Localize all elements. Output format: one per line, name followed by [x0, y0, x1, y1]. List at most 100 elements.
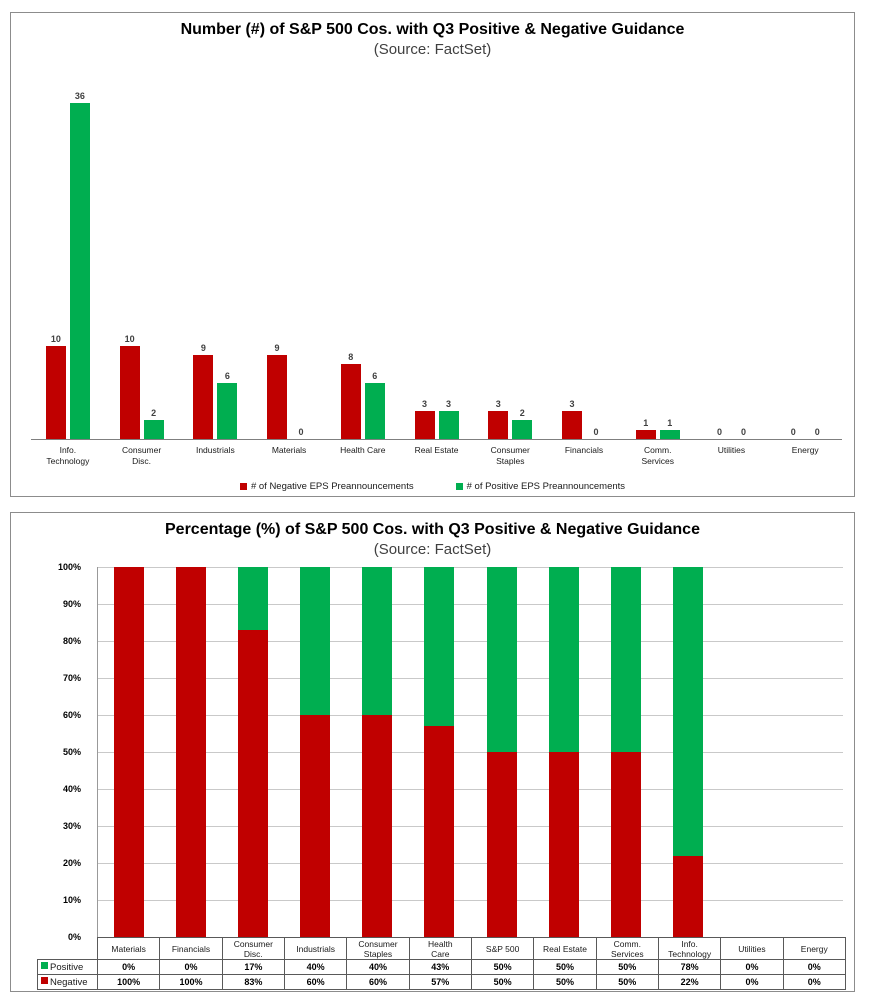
y-axis-label: 30%: [62, 821, 81, 831]
y-axis-label: 80%: [62, 636, 81, 646]
number-chart-xlabels: Info. Technology Consumer Disc. Industrial…: [31, 445, 842, 466]
positive-segment: [238, 567, 269, 630]
negative-segment: [548, 752, 579, 937]
stacked-bar: [222, 567, 284, 937]
negative-bar-slot: 9: [193, 77, 214, 439]
number-chart-title: Number (#) of S&P 500 Cos. with Q3 Posit…: [180, 21, 685, 38]
bar-value-label: 0: [716, 427, 722, 437]
table-value-cell: 40%: [346, 959, 410, 975]
y-axis-label: 20%: [62, 858, 81, 868]
percentage-guidance-chart: Percentage (%) of S&P 500 Cos. with Q3 P…: [10, 512, 855, 992]
x-axis-label: Real Estate: [414, 445, 459, 455]
table-value-cell: 50%: [470, 974, 535, 990]
x-axis-label: Consumer Staples: [490, 445, 530, 466]
negative-bar: [488, 411, 509, 439]
positive-bar-slot: 6: [217, 77, 238, 439]
table-header-cell: Industrials: [283, 937, 348, 960]
positive-bar-slot: 0: [291, 77, 311, 439]
negative-bar: [562, 411, 582, 439]
positive-bar: [659, 429, 680, 439]
negative-bar-slot: 3: [562, 77, 582, 439]
stacked-bar: [98, 567, 160, 937]
positive-key-swatch: [41, 962, 48, 970]
table-value-cell: 83%: [221, 974, 285, 990]
negative-bar: [414, 411, 435, 439]
positive-row-key: Positive: [37, 959, 98, 975]
bar-value-label: 0: [593, 427, 599, 437]
x-axis-label: Energy: [791, 445, 819, 455]
negative-segment: [672, 855, 703, 937]
negative-bar: [119, 345, 140, 439]
row-key-label: Positive: [50, 961, 84, 973]
bar-value-label: 3: [446, 399, 452, 409]
stacked-bar: [533, 567, 595, 937]
bar-value-label: 2: [151, 408, 157, 419]
gridline: [98, 715, 843, 716]
negative-segment: [114, 567, 145, 937]
stacked-bar: [657, 567, 719, 937]
table-value-cell: 50%: [595, 974, 659, 990]
negative-bar: [267, 355, 288, 439]
table-value-cell: 0%: [96, 959, 161, 975]
number-chart-plot: 10 36 10 2 9 6 9 0 8 6 3 3 3 2 3 0 1 1 0 0 0 0: [31, 77, 842, 440]
table-header-cell: Materials: [96, 937, 161, 960]
negative-bar-slot: 3: [488, 77, 509, 439]
number-chart-legend: # of Negative EPS Preannouncements # of …: [11, 481, 854, 492]
positive-segment: [486, 567, 517, 752]
positive-table-row: Positive 0% 0% 17% 40% 40% 43% 50% 50% 50% 78% 0% 0%: [37, 959, 846, 975]
table-header-cell: Consumer Disc.: [221, 937, 285, 960]
table-value-cell: 100%: [96, 974, 161, 990]
negative-legend-label: # of Negative EPS Preannouncements: [250, 481, 414, 492]
positive-segment: [424, 567, 455, 727]
negative-segment: [176, 567, 207, 937]
bar-value-label: 9: [200, 343, 206, 353]
bar-value-label: 1: [667, 417, 673, 428]
positive-bar: [438, 411, 459, 439]
bar-value-label: 0: [814, 427, 820, 437]
x-axis-label: Info. Technology: [46, 445, 90, 466]
positive-bar: [364, 383, 385, 439]
positive-segment: [362, 567, 393, 715]
positive-bar-slot: 2: [143, 77, 164, 439]
y-axis-label: 100%: [57, 562, 81, 572]
negative-legend-item: # of Negative EPS Preannouncements: [239, 481, 414, 492]
bar-value-label: 2: [519, 408, 525, 419]
y-axis-label: 50%: [62, 747, 81, 757]
bar-value-label: 10: [50, 333, 61, 344]
stacked-bar: [470, 567, 532, 937]
table-header-cell: Energy: [782, 937, 846, 960]
bar-value-label: 36: [74, 91, 85, 101]
table-value-cell: 22%: [657, 974, 722, 990]
gridline: [98, 678, 843, 679]
positive-segment: [548, 567, 579, 752]
stacked-bar: [160, 567, 222, 937]
x-axis-label: Financials: [564, 445, 604, 455]
x-axis-label: Health Care: [340, 445, 386, 455]
bar-value-label: 3: [422, 399, 428, 409]
table-header-cell: S&P 500: [470, 937, 535, 960]
negative-legend-swatch: [239, 483, 247, 490]
stacked-bar: [284, 567, 346, 937]
y-axis-label: 70%: [62, 673, 81, 683]
bar-value-label: 9: [274, 343, 280, 353]
stacked-bar: [719, 567, 781, 937]
positive-bar-slot: 0: [733, 77, 753, 439]
bar-value-label: 0: [298, 427, 304, 437]
table-value-cell: 0%: [782, 974, 846, 990]
positive-bar-slot: 3: [438, 77, 459, 439]
negative-segment: [362, 715, 393, 937]
negative-bar-slot: 3: [414, 77, 435, 439]
bar-group: 10 2: [105, 77, 179, 439]
table-header-cell: Financials: [159, 937, 223, 960]
positive-bar-slot: 2: [512, 77, 533, 439]
negative-row-key: Negative: [37, 974, 98, 990]
gridline: [98, 567, 843, 568]
negative-bar-slot: 10: [119, 77, 140, 439]
positive-bar-slot: 36: [69, 77, 90, 439]
gridline: [98, 641, 843, 642]
negative-bar: [45, 345, 66, 439]
bar-value-label: 8: [348, 352, 354, 363]
